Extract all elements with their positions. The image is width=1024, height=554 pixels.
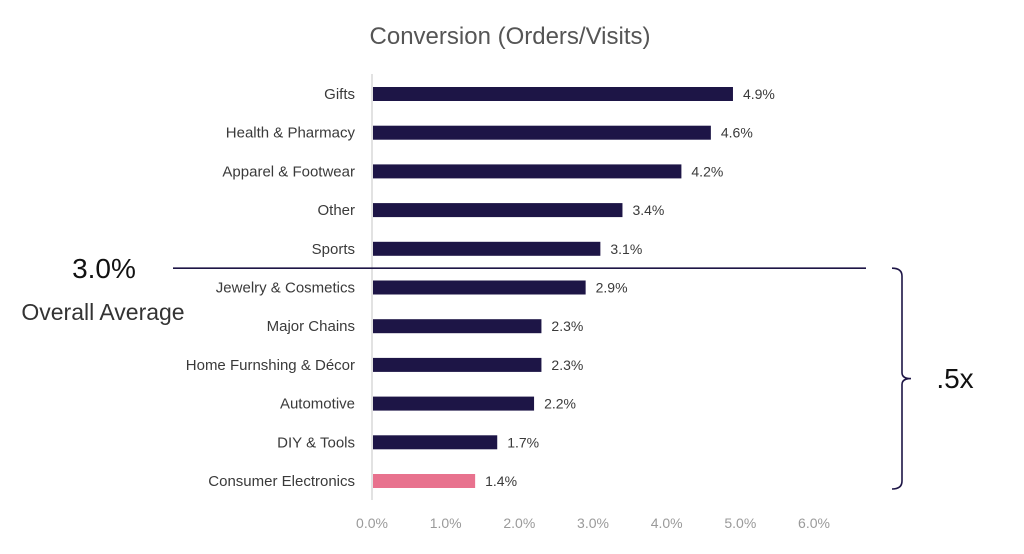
- bracket-shape: [891, 267, 912, 490]
- category-label: Other: [317, 202, 355, 219]
- bar: [373, 164, 682, 179]
- value-label: 1.7%: [507, 434, 539, 450]
- bar: [373, 435, 498, 450]
- chart-title: Conversion (Orders/Visits): [370, 23, 651, 50]
- bar: [373, 474, 476, 488]
- x-tick-label: 0.0%: [356, 515, 388, 531]
- value-label: 2.3%: [551, 357, 583, 373]
- category-label: Consumer Electronics: [208, 473, 355, 490]
- bar: [373, 396, 535, 411]
- bar: [373, 87, 733, 101]
- x-tick-label: 4.0%: [651, 515, 683, 531]
- x-tick-label: 5.0%: [724, 515, 756, 531]
- value-label: 3.4%: [632, 202, 664, 218]
- category-label: Major Chains: [267, 318, 355, 335]
- bar: [373, 280, 586, 295]
- category-label: Apparel & Footwear: [222, 163, 355, 180]
- value-label: 2.9%: [596, 280, 628, 296]
- value-label: 4.9%: [743, 86, 775, 102]
- category-label: Health & Pharmacy: [226, 125, 356, 142]
- bars-layer: Gifts 4.9% Health & Pharmacy 4.6% Apparel & …: [186, 86, 775, 490]
- bar: [373, 203, 623, 218]
- category-label: DIY & Tools: [277, 434, 355, 451]
- value-label: 4.6%: [721, 125, 753, 141]
- bracket-label: .5x: [936, 363, 973, 394]
- overall-average-value: 3.0%: [72, 253, 136, 284]
- bar: [373, 241, 601, 256]
- x-tick-label: 2.0%: [503, 515, 535, 531]
- bar: [373, 357, 542, 372]
- category-label: Home Furnshing & Décor: [186, 357, 355, 374]
- overall-average-caption: Overall Average: [21, 299, 184, 325]
- value-label: 3.1%: [610, 241, 642, 257]
- value-label: 2.3%: [551, 318, 583, 334]
- x-tick-label: 1.0%: [430, 515, 462, 531]
- category-label: Jewelry & Cosmetics: [216, 280, 355, 297]
- x-axis-ticks: 0.0% 1.0% 2.0% 3.0% 4.0% 5.0% 6.0%: [356, 515, 830, 531]
- value-label: 2.2%: [544, 396, 576, 412]
- value-label: 1.4%: [485, 473, 517, 489]
- category-label: Sports: [312, 241, 355, 258]
- category-label: Gifts: [324, 86, 355, 103]
- x-tick-label: 6.0%: [798, 515, 830, 531]
- x-tick-label: 3.0%: [577, 515, 609, 531]
- category-label: Automotive: [280, 396, 355, 413]
- value-label: 4.2%: [691, 163, 723, 179]
- bar: [373, 319, 542, 334]
- bar: [373, 125, 711, 140]
